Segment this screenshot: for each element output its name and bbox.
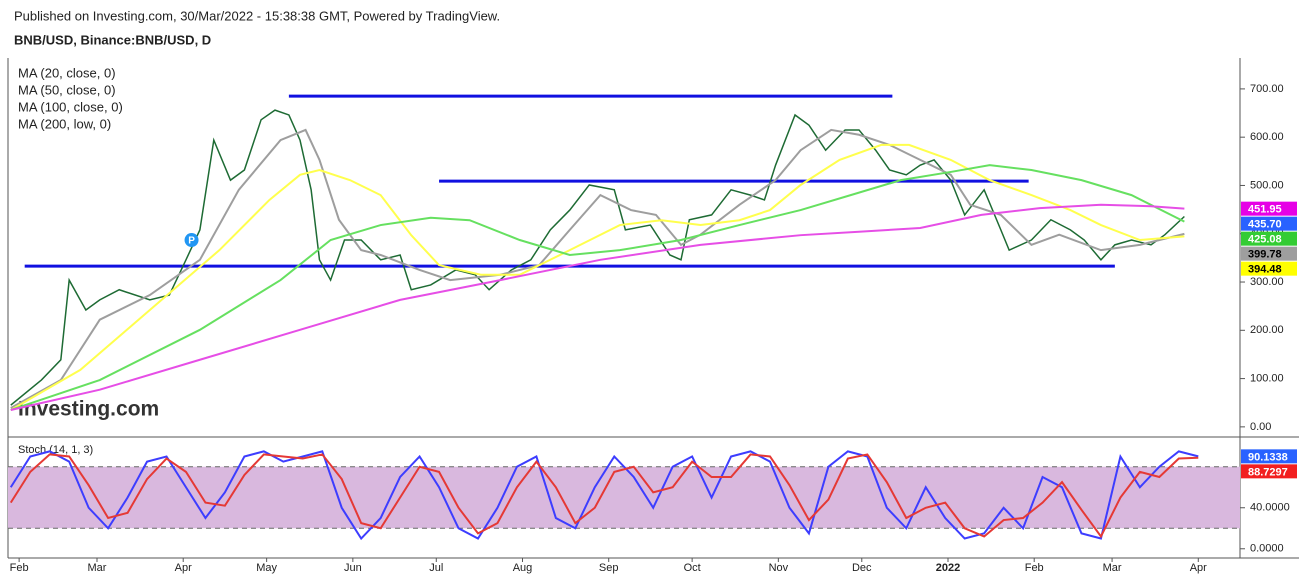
x-tick-label: Apr <box>175 562 192 574</box>
x-tick-label: Sep <box>599 562 619 574</box>
x-tick-label: Feb <box>10 562 29 574</box>
legend-entry: MA (200, low, 0) <box>18 116 111 131</box>
legend-entry: MA (100, close, 0) <box>18 99 123 114</box>
x-tick-label: May <box>256 562 277 574</box>
series-line <box>10 128 1185 409</box>
y-tick-label: 600.00 <box>1250 131 1284 143</box>
symbol-title: BNB/USD, Binance:BNB/USD, D <box>14 32 211 47</box>
y-tick-label: 100.00 <box>1250 372 1284 384</box>
y-tick-label: 300.00 <box>1250 276 1284 288</box>
published-note: Published on Investing.com, 30/Mar/2022 … <box>14 8 500 23</box>
value-tag-label: 394.48 <box>1248 264 1282 276</box>
series-line <box>10 164 1185 411</box>
value-tag <box>1241 464 1297 479</box>
y-tick-label: 700.00 <box>1250 83 1284 95</box>
x-tick-label: Dec <box>852 562 872 574</box>
y-tick-label: 0.00 <box>1250 421 1271 433</box>
series-line <box>9 453 1199 539</box>
y-tick-label: 200.00 <box>1250 324 1284 336</box>
value-tag <box>1241 261 1297 276</box>
x-tick-label: Apr <box>1190 562 1207 574</box>
value-tag-label: 425.08 <box>1248 234 1282 246</box>
series-line <box>10 203 1185 411</box>
x-tick-label: 2022 <box>936 562 960 574</box>
value-tag <box>1241 449 1297 464</box>
event-marker <box>184 233 199 248</box>
value-tag-label: 90.1338 <box>1248 451 1288 463</box>
event-marker-label: P <box>188 236 195 247</box>
y-tick-label: 0.0000 <box>1250 543 1284 555</box>
x-tick-label: Jun <box>344 562 362 574</box>
value-tag <box>1241 216 1297 231</box>
value-tag <box>1241 231 1297 246</box>
value-tag-label: 399.78 <box>1248 249 1282 261</box>
x-tick-label: Feb <box>1025 562 1044 574</box>
x-tick-label: Mar <box>1103 562 1122 574</box>
value-tag-label: 451.95 <box>1248 204 1282 216</box>
series-line <box>10 143 1185 411</box>
value-tag-label: 435.70 <box>1248 219 1282 231</box>
x-tick-label: Mar <box>88 562 107 574</box>
y-tick-label: 500.00 <box>1250 179 1284 191</box>
value-tag <box>1241 201 1297 216</box>
x-tick-label: Nov <box>769 562 789 574</box>
legend-entry: MA (50, close, 0) <box>18 82 116 97</box>
stoch-title: Stoch (14, 1, 3) <box>18 444 93 456</box>
x-tick-label: Aug <box>513 562 533 574</box>
legend-entry: MA (20, close, 0) <box>18 65 116 80</box>
value-tag-label: 88.7297 <box>1248 466 1288 478</box>
x-tick-label: Jul <box>429 562 443 574</box>
value-tag <box>1241 246 1297 261</box>
series-line <box>10 109 1185 406</box>
y-tick-label: 40.0000 <box>1250 502 1290 514</box>
series-line <box>9 450 1199 541</box>
watermark: Investing.com <box>18 398 159 421</box>
x-tick-label: Oct <box>684 562 701 574</box>
